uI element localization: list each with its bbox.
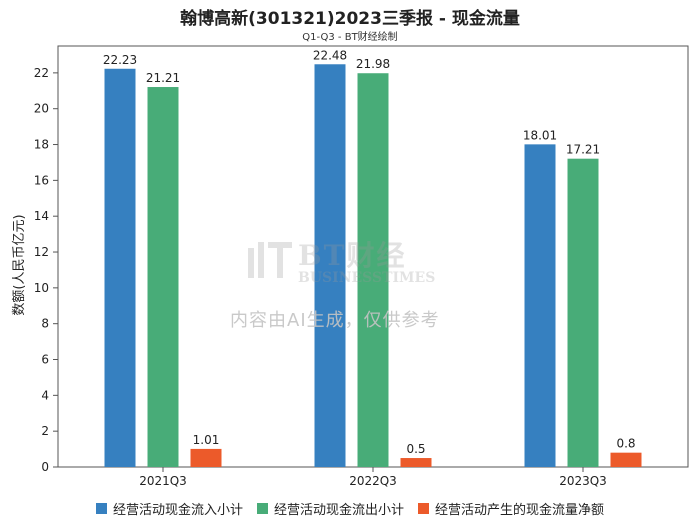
y-tick-label: 14 [34,209,49,223]
y-tick-label: 8 [41,317,49,331]
data-label: 18.01 [523,128,557,142]
bar[interactable] [314,64,346,467]
x-tick-label: 2023Q3 [559,474,607,488]
bar[interactable] [567,158,599,467]
bar[interactable] [400,458,432,467]
y-tick-label: 12 [34,245,49,259]
data-label: 21.98 [356,57,390,71]
data-label: 22.48 [313,48,347,62]
bar[interactable] [610,452,642,467]
data-label: 1.01 [193,433,220,447]
y-tick-label: 22 [34,66,49,80]
chart-subtitle: Q1-Q3 - BT财经绘制 [302,32,398,43]
bar[interactable] [524,144,556,467]
legend-item-outflow[interactable]: 经营活动现金流出小计 [256,499,404,518]
legend-swatch-net [418,503,429,514]
x-tick-label: 2021Q3 [139,474,187,488]
bar[interactable] [147,87,179,467]
bar[interactable] [104,68,136,467]
bar[interactable] [190,448,222,467]
data-label: 0.8 [616,437,635,451]
y-tick-label: 18 [34,138,49,152]
y-tick-label: 10 [34,281,49,295]
legend-label-inflow: 经营活动现金流入小计 [112,503,243,518]
y-axis-label: 数额(人民币亿元) [12,214,27,315]
y-tick-label: 16 [34,173,49,187]
y-tick-label: 20 [34,102,49,116]
legend-label-outflow: 经营活动现金流出小计 [273,503,404,518]
x-tick-label: 2022Q3 [349,474,397,488]
legend-label-net: 经营活动产生的现金流量净额 [435,503,605,518]
legend-item-net[interactable]: 经营活动产生的现金流量净额 [418,499,604,518]
watermark-note: 内容由AI生成，仅供参考 [230,310,440,331]
data-label: 0.5 [406,442,425,456]
legend-swatch-inflow [95,503,107,514]
data-label: 21.21 [146,71,180,85]
y-tick-label: 4 [41,388,49,402]
legend-item-inflow[interactable]: 经营活动现金流入小计 [95,499,243,518]
bar[interactable] [357,73,389,467]
chart-legend: 经营活动现金流入小计 经营活动现金流出小计 经营活动产生的现金流量净额 [0,499,700,518]
chart-title: 翰博高新(301321)2023三季报 - 现金流量 [180,9,520,29]
y-tick-label: 6 [41,353,49,367]
y-tick-label: 2 [41,424,49,438]
y-tick-label: 0 [41,460,49,474]
legend-swatch-outflow [256,503,268,514]
data-label: 17.21 [566,143,600,157]
data-label: 22.23 [103,53,137,67]
